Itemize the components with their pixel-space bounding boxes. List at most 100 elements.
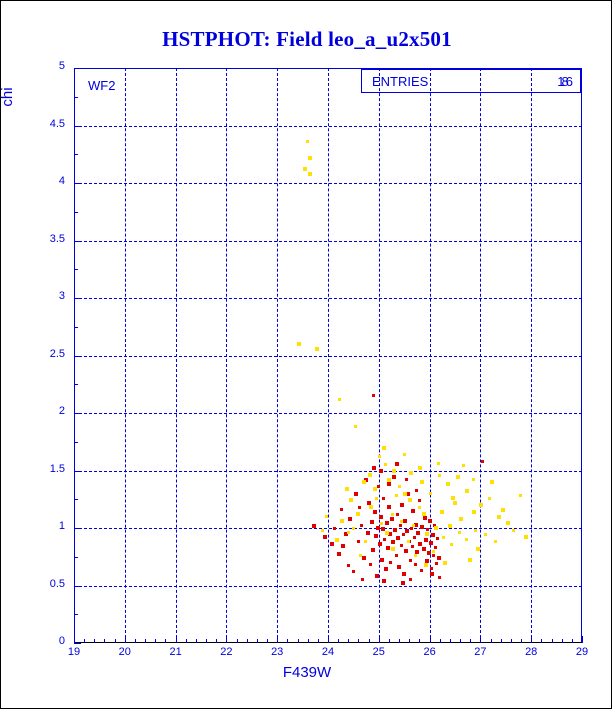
data-point-yellow <box>438 474 441 477</box>
data-point-yellow <box>465 489 469 493</box>
data-point-yellow <box>437 462 440 465</box>
x-tick-minor <box>267 639 268 643</box>
data-point-red <box>323 535 327 539</box>
data-point-yellow <box>403 453 406 456</box>
data-point-yellow <box>476 547 480 551</box>
data-point-red <box>361 578 364 581</box>
data-point-yellow <box>308 156 312 160</box>
data-point-red <box>430 572 434 576</box>
data-point-red <box>374 534 378 538</box>
data-point-yellow <box>422 512 426 516</box>
data-point-red <box>396 513 399 516</box>
data-point-yellow <box>369 505 373 509</box>
plot-area[interactable]: WF2 ENTRIES 186 <box>74 68 582 643</box>
data-point-red <box>373 510 377 514</box>
x-tick-minor <box>94 639 95 643</box>
data-point-yellow <box>412 524 415 527</box>
x-tick-minor <box>501 639 502 643</box>
y-tick-major <box>74 643 81 644</box>
x-tick-major <box>582 636 583 643</box>
chip-label: WF2 <box>88 78 115 93</box>
y-tick-major <box>74 68 81 69</box>
data-point-red <box>372 394 375 397</box>
data-point-yellow <box>308 172 312 176</box>
page-title: HSTPHOT: Field leo_a_u2x501 <box>1 27 612 52</box>
data-point-red <box>369 563 372 566</box>
x-tick-major <box>74 636 75 643</box>
data-point-red <box>352 570 355 573</box>
data-point-yellow <box>494 540 497 543</box>
x-tick-minor <box>287 639 288 643</box>
data-point-red <box>436 537 439 540</box>
data-point-yellow <box>418 466 422 470</box>
data-point-yellow <box>392 469 396 473</box>
y-tick-minor <box>74 212 78 213</box>
data-point-yellow <box>425 532 429 536</box>
y-axis-label: chi <box>0 67 16 127</box>
data-point-red <box>375 574 379 578</box>
data-point-yellow <box>303 167 307 171</box>
data-point-red <box>382 579 386 583</box>
data-point-red <box>385 521 389 525</box>
data-point-red <box>347 564 350 567</box>
x-tick-minor <box>409 639 410 643</box>
x-tick-minor <box>135 639 136 643</box>
x-tick-minor <box>84 639 85 643</box>
data-point-red <box>360 524 363 527</box>
data-point-yellow <box>321 529 324 532</box>
data-point-yellow <box>408 498 412 502</box>
y-tick-label: 4 <box>19 175 65 187</box>
data-point-yellow <box>484 533 487 536</box>
data-point-red <box>432 554 435 557</box>
data-point-yellow <box>395 494 398 497</box>
y-tick-major <box>74 586 81 587</box>
data-point-yellow <box>373 487 377 491</box>
y-tick-major <box>74 183 81 184</box>
data-point-yellow <box>359 554 362 557</box>
data-point-yellow <box>325 515 328 518</box>
data-point-yellow <box>345 487 349 491</box>
data-point-red <box>357 540 360 543</box>
data-point-yellow <box>434 526 438 530</box>
data-point-yellow <box>306 140 309 143</box>
data-point-red <box>370 520 374 524</box>
data-point-red <box>438 576 441 579</box>
data-point-yellow <box>429 492 432 495</box>
data-point-red <box>426 528 429 531</box>
x-tick-label: 21 <box>156 646 196 658</box>
data-point-red <box>330 542 334 546</box>
gridline-horizontal <box>74 471 582 472</box>
x-tick-minor <box>572 639 573 643</box>
data-point-red <box>404 549 408 553</box>
data-point-red <box>383 538 386 541</box>
gridline-horizontal <box>74 528 582 529</box>
data-point-red <box>389 561 392 564</box>
data-point-yellow <box>512 529 515 532</box>
data-point-yellow <box>400 520 403 523</box>
data-point-yellow <box>375 497 378 500</box>
data-point-red <box>435 562 438 565</box>
y-tick-label: 2.5 <box>19 348 65 360</box>
x-tick-minor <box>419 639 420 643</box>
x-tick-minor <box>491 639 492 643</box>
data-point-yellow <box>407 540 410 543</box>
data-point-yellow <box>479 503 483 507</box>
data-point-red <box>358 506 361 509</box>
x-tick-minor <box>460 639 461 643</box>
data-point-yellow <box>490 480 494 484</box>
data-point-red <box>337 552 341 556</box>
data-point-yellow <box>398 485 401 488</box>
x-tick-label: 23 <box>257 646 297 658</box>
data-point-red <box>428 519 432 523</box>
x-tick-minor <box>389 639 390 643</box>
y-tick-minor <box>74 499 78 500</box>
data-point-yellow <box>524 535 528 539</box>
x-tick-minor <box>155 639 156 643</box>
data-point-red <box>416 531 420 535</box>
x-tick-minor <box>257 639 258 643</box>
data-point-red <box>372 466 376 470</box>
x-tick-major <box>480 636 481 643</box>
data-point-yellow <box>472 510 476 514</box>
data-point-yellow <box>488 497 491 500</box>
x-tick-major <box>226 636 227 643</box>
